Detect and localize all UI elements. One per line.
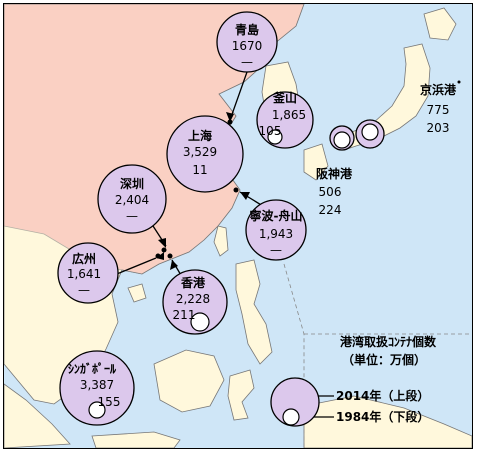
- dot-hongkong: [167, 253, 173, 259]
- leader-guangzhou: [111, 257, 157, 277]
- value-1984-hongkong: 211: [173, 308, 196, 322]
- port-dots: [155, 80, 461, 259]
- label-ningbo: 寧波-舟山: [250, 208, 303, 223]
- bubble-singapore: [59, 350, 135, 426]
- label-busan: 釜山: [272, 90, 297, 105]
- port-labels: 青島 1670 — 釜山 1,865 105 京浜港 775 203 阪神港 5…: [67, 22, 457, 409]
- value-1984-keihin: 203: [427, 121, 450, 135]
- label-hanshin: 阪神港: [316, 166, 353, 181]
- small-hanshin: [333, 131, 351, 149]
- small-busan: [267, 129, 283, 145]
- dot-shenzhen: [161, 247, 167, 253]
- leader-qingdao: [229, 71, 248, 121]
- dot-japan: [457, 80, 461, 84]
- value-1984-shanghai: 11: [192, 163, 207, 177]
- legend-unit: （単位：万個）: [342, 352, 426, 367]
- value-2014-ningbo: 1,943: [259, 227, 293, 241]
- value-2014-shanghai: 3,529: [183, 145, 217, 159]
- legend-title: 港湾取扱ｺﾝﾃﾅ個数: [340, 334, 437, 349]
- label-singapore: ｼﾝｶﾞﾎﾟｰﾙ: [68, 361, 117, 376]
- label-qingdao: 青島: [235, 22, 259, 37]
- value-2014-guangzhou: 1,641: [67, 267, 101, 281]
- label-keihin: 京浜港: [420, 82, 457, 97]
- value-1984-qingdao: —: [241, 55, 253, 69]
- legend-2014: 2014年（上段）: [336, 388, 429, 403]
- value-2014-hanshin: 506: [319, 185, 342, 199]
- japan-honshu: [335, 43, 431, 151]
- small-singapore: [88, 401, 106, 419]
- japan-kyushu: [303, 143, 329, 181]
- bubble-guangzhou: [57, 242, 119, 304]
- small-hongkong: [190, 312, 210, 332]
- sumatra: [4, 383, 71, 448]
- value-1984-singapore: 155: [98, 395, 121, 409]
- value-1984-shenzhen: —: [126, 209, 138, 223]
- label-hongkong: 香港: [180, 275, 206, 290]
- borneo: [153, 349, 225, 413]
- bubble-ningbo: [245, 199, 307, 261]
- value-1984-guangzhou: —: [78, 283, 90, 297]
- arrow-heads: [156, 112, 250, 270]
- bubbles-1984: [88, 123, 379, 426]
- value-1984-ningbo: —: [270, 243, 282, 257]
- dot-shanghai: [233, 187, 239, 193]
- value-2014-singapore: 3,387: [80, 378, 114, 392]
- bubble-shanghai: [166, 115, 244, 193]
- bubble-hongkong: [162, 269, 228, 335]
- sulawesi: [227, 369, 255, 421]
- legend: 港湾取扱ｺﾝﾃﾅ個数 （単位：万個） 2014年（上段） 1984年（下段）: [336, 334, 437, 424]
- bubble-qingdao: [216, 11, 278, 73]
- value-2014-hongkong: 2,228: [176, 292, 210, 306]
- small-legend: [282, 408, 300, 426]
- japan-hokkaido: [423, 7, 457, 41]
- philippines: [235, 259, 273, 365]
- label-shenzhen: 深圳: [120, 176, 144, 191]
- value-2014-shenzhen: 2,404: [115, 193, 149, 207]
- taiwan: [213, 225, 229, 257]
- label-shanghai: 上海: [188, 128, 212, 143]
- value-2014-keihin: 775: [427, 103, 450, 117]
- bubble-shenzhen: [97, 164, 167, 234]
- new-guinea: [303, 395, 472, 448]
- legend-1984: 1984年（下段）: [336, 409, 429, 424]
- java: [91, 431, 181, 448]
- small-keihin: [361, 123, 379, 141]
- label-guangzhou: 広州: [72, 251, 96, 266]
- port-map: 青島 1670 — 釜山 1,865 105 京浜港 775 203 阪神港 5…: [3, 3, 473, 449]
- map-canvas: 青島 1670 — 釜山 1,865 105 京浜港 775 203 阪神港 5…: [4, 4, 472, 448]
- value-1984-busan: 105: [259, 124, 282, 138]
- value-1984-hanshin: 224: [319, 203, 342, 217]
- hainan: [127, 283, 147, 303]
- value-2014-busan: 1,865: [272, 108, 306, 122]
- value-2014-qingdao: 1670: [232, 39, 263, 53]
